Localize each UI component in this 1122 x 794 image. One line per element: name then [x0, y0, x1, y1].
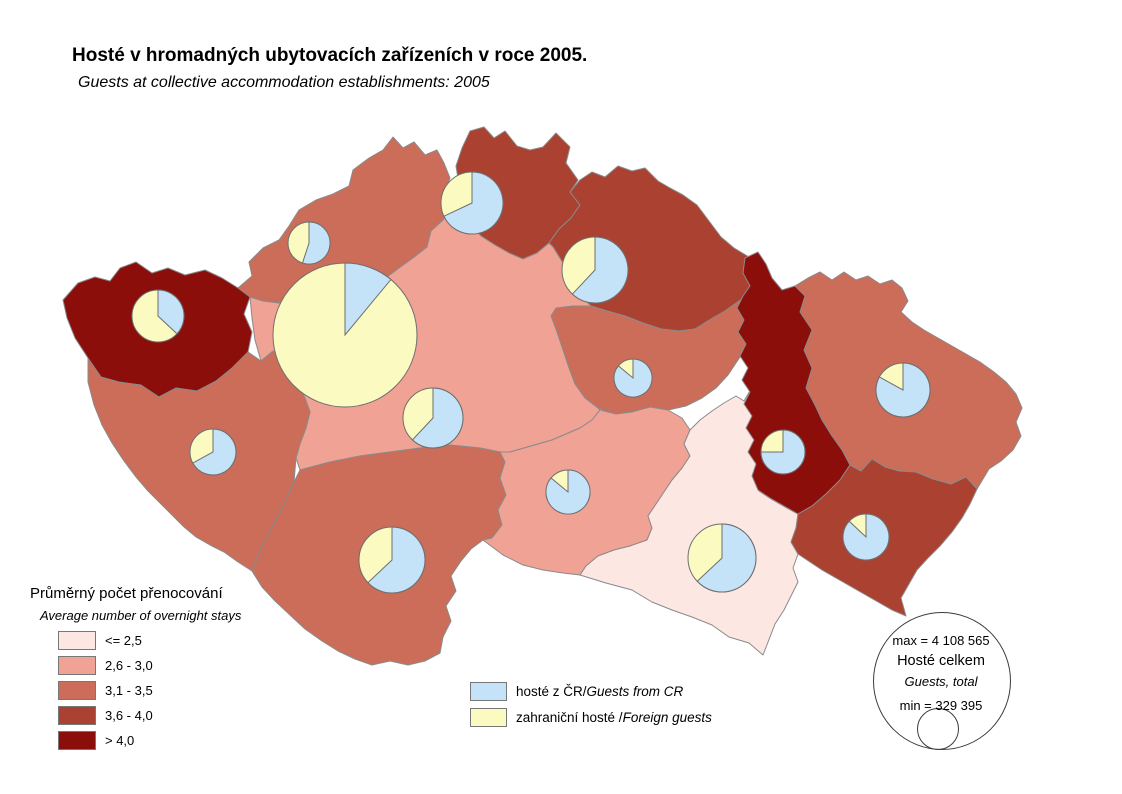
- legend-label: <= 2,5: [105, 633, 142, 648]
- size-legend-title: Hosté celkem: [897, 653, 985, 669]
- pie-legend-item-domestic: hosté z ČR/Guests from CR: [470, 681, 712, 701]
- size-legend: max = 4 108 565 Hosté celkem Guests, tot…: [860, 600, 1040, 760]
- pie-plzensky: [189, 428, 237, 476]
- size-legend-subtitle: Guests, total: [904, 674, 978, 689]
- page-subtitle: Guests at collective accommodation estab…: [78, 74, 490, 91]
- legend-label: 3,6 - 4,0: [105, 708, 153, 723]
- pie-vysocina: [545, 469, 591, 515]
- pie-olomoucky: [760, 429, 806, 475]
- pie-karlovarsky: [131, 289, 185, 343]
- pie-legend-item-foreign: zahraniční hosté /Foreign guests: [470, 707, 712, 727]
- size-legend-min-circle: [917, 708, 959, 750]
- pie-jihocesky: [358, 526, 426, 594]
- pie-zlinsky: [842, 513, 890, 561]
- choropleth-legend-subtitle: Average number of overnight stays: [40, 608, 242, 623]
- domestic-guests-swatch: [470, 681, 507, 701]
- legend-swatch: [58, 656, 96, 675]
- legend-item: > 4,0: [58, 731, 270, 750]
- foreign-guests-swatch: [470, 707, 507, 727]
- legend-item: 3,1 - 3,5: [58, 681, 270, 700]
- pie-pardubicky: [613, 358, 653, 398]
- pie-stredocesky: [402, 387, 464, 449]
- size-legend-min-value: min = 329 395: [899, 698, 983, 713]
- foreign-guests-label: zahraniční hosté /Foreign guests: [516, 709, 712, 725]
- legend-swatch: [58, 706, 96, 725]
- pie-jihomoravsky: [687, 523, 757, 593]
- pie-moravskoslezsky: [875, 362, 931, 418]
- pie-kralovehradecky: [561, 236, 629, 304]
- pie-praha: [272, 262, 418, 408]
- legend-item: 2,6 - 3,0: [58, 656, 270, 675]
- title-block: Hosté v hromadných ubytovacích zařízeníc…: [72, 45, 587, 92]
- pie-legend: hosté z ČR/Guests from CR zahraniční hos…: [470, 681, 712, 733]
- domestic-guests-label: hosté z ČR/Guests from CR: [516, 683, 684, 699]
- legend-label: > 4,0: [105, 733, 135, 748]
- legend-item: 3,6 - 4,0: [58, 706, 270, 725]
- size-legend-max-value: max = 4 108 565: [892, 633, 990, 648]
- page-title: Hosté v hromadných ubytovacích zařízeníc…: [72, 45, 588, 66]
- choropleth-legend-title: Průměrný počet přenocování: [30, 585, 223, 602]
- legend-label: 3,1 - 3,5: [105, 683, 153, 698]
- legend-swatch: [58, 631, 96, 650]
- legend-swatch: [58, 681, 96, 700]
- legend-swatch: [58, 731, 96, 750]
- choropleth-legend: Průměrný počet přenocování Average numbe…: [30, 585, 270, 756]
- pie-ustecky: [287, 221, 331, 265]
- pie-chart-layer: [131, 171, 931, 594]
- pie-liberecky: [440, 171, 504, 235]
- legend-label: 2,6 - 3,0: [105, 658, 153, 673]
- legend-item: <= 2,5: [58, 631, 270, 650]
